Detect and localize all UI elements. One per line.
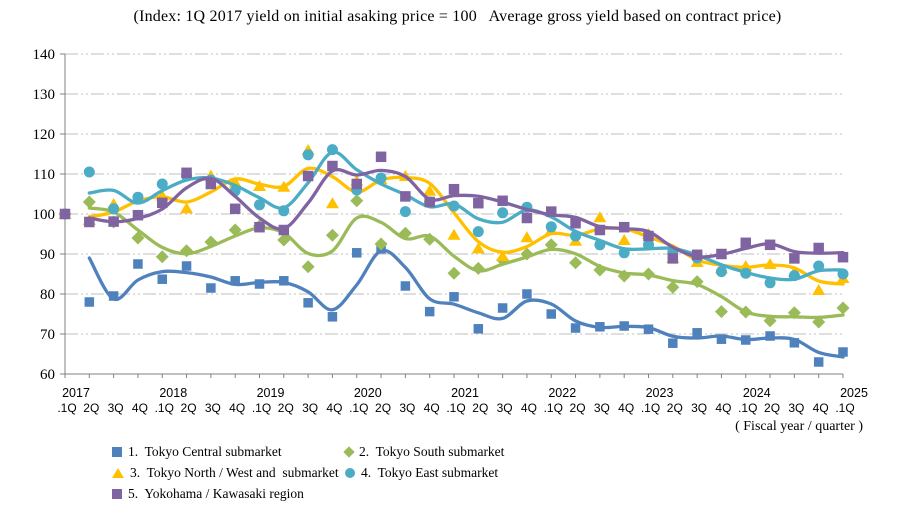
svg-text:.1Q: .1Q (155, 401, 174, 415)
series-2 (58, 194, 850, 329)
svg-text:4Q: 4Q (424, 401, 440, 415)
legend-label: 5. Yokohama / Kawasaki region (128, 486, 304, 501)
svg-text:2019: 2019 (257, 386, 285, 400)
svg-text:4Q: 4Q (326, 401, 342, 415)
diamond-marker-icon (343, 446, 355, 458)
legend-item-tokyo-north-west: 3. Tokyo North / West and submarket (112, 465, 339, 481)
svg-text:100: 100 (33, 207, 56, 223)
triangle-marker-icon (112, 468, 124, 478)
svg-text:.1Q: .1Q (446, 401, 465, 415)
series-5 (59, 151, 849, 264)
svg-text:110: 110 (33, 167, 55, 183)
svg-text:3Q: 3Q (497, 401, 513, 415)
square-marker-icon (112, 489, 122, 499)
series-5-trend-line (87, 168, 845, 259)
x-axis-note: ( Fiscal year / quarter ) (735, 419, 863, 434)
svg-text:4Q: 4Q (715, 401, 731, 415)
legend-label: 4. Tokyo East submarket (361, 465, 499, 480)
svg-text:2Q: 2Q (83, 401, 99, 415)
series-4 (59, 144, 849, 289)
svg-text:2021: 2021 (451, 386, 479, 400)
series-2-markers (58, 194, 850, 329)
svg-text:.1Q: .1Q (641, 401, 660, 415)
svg-text:4Q: 4Q (618, 401, 634, 415)
svg-text:.1Q: .1Q (57, 401, 76, 415)
svg-text:2Q: 2Q (667, 401, 683, 415)
chart-title: (Index: 1Q 2017 yield on initial asaking… (133, 8, 782, 25)
svg-text:2022: 2022 (548, 386, 576, 400)
axes (60, 53, 844, 378)
svg-text:3Q: 3Q (594, 401, 610, 415)
svg-text:2Q: 2Q (278, 401, 294, 415)
svg-text:90: 90 (40, 247, 55, 263)
legend-item-tokyo-south: 2. Tokyo South submarket (343, 444, 505, 460)
svg-text:2Q: 2Q (181, 401, 197, 415)
svg-text:2Q: 2Q (764, 401, 780, 415)
svg-text:2020: 2020 (354, 386, 382, 400)
legend-label: 3. Tokyo North / West and submarket (130, 465, 339, 480)
series-4-markers (59, 144, 849, 289)
svg-text:4Q: 4Q (132, 401, 148, 415)
svg-text:80: 80 (40, 287, 55, 303)
svg-text:120: 120 (33, 127, 56, 143)
svg-text:2025: 2025 (840, 386, 868, 400)
svg-text:.1Q: .1Q (835, 401, 854, 415)
legend-label: 2. Tokyo South submarket (359, 444, 505, 459)
svg-text:70: 70 (40, 327, 55, 343)
svg-text:2Q: 2Q (570, 401, 586, 415)
svg-text:.1Q: .1Q (544, 401, 563, 415)
svg-text:3Q: 3Q (205, 401, 221, 415)
svg-text:2Q: 2Q (472, 401, 488, 415)
series-4-trend-line (87, 150, 845, 282)
svg-text:3Q: 3Q (788, 401, 804, 415)
svg-text:3Q: 3Q (691, 401, 707, 415)
svg-text:.1Q: .1Q (349, 401, 368, 415)
legend-item-yokohama-kawasaki: 5. Yokohama / Kawasaki region (112, 486, 304, 502)
svg-text:3Q: 3Q (399, 401, 415, 415)
x-axis-labels: 2017 2018 2019 2020 2021 2022 2023 2024 2025.1Q 2… (57, 386, 868, 415)
series-1 (60, 209, 848, 367)
svg-text:4Q: 4Q (521, 401, 537, 415)
svg-text:4Q: 4Q (813, 401, 829, 415)
svg-text:130: 130 (33, 87, 56, 103)
svg-text:60: 60 (40, 367, 55, 383)
svg-text:2017: 2017 (62, 386, 90, 400)
svg-text:4Q: 4Q (229, 401, 245, 415)
legend-label: 1. Tokyo Central submarket (128, 444, 282, 459)
legend-item-tokyo-east: 4. Tokyo East submarket (345, 465, 498, 481)
square-marker-icon (112, 447, 122, 457)
svg-text:3Q: 3Q (108, 401, 124, 415)
series-2-trend-line (87, 206, 845, 320)
svg-text:2024: 2024 (743, 386, 771, 400)
svg-text:2023: 2023 (646, 386, 674, 400)
svg-text:.1Q: .1Q (252, 401, 271, 415)
svg-text:140: 140 (33, 47, 56, 63)
svg-text:3Q: 3Q (302, 401, 318, 415)
y-axis-labels: 140 130 120 110 100 90 80 70 60 (33, 47, 56, 383)
svg-text:.1Q: .1Q (738, 401, 757, 415)
circle-marker-icon (345, 468, 355, 478)
svg-text:2018: 2018 (159, 386, 187, 400)
legend-item-tokyo-central: 1. Tokyo Central submarket (112, 444, 282, 460)
svg-text:2Q: 2Q (375, 401, 391, 415)
series-5-markers (59, 151, 849, 264)
